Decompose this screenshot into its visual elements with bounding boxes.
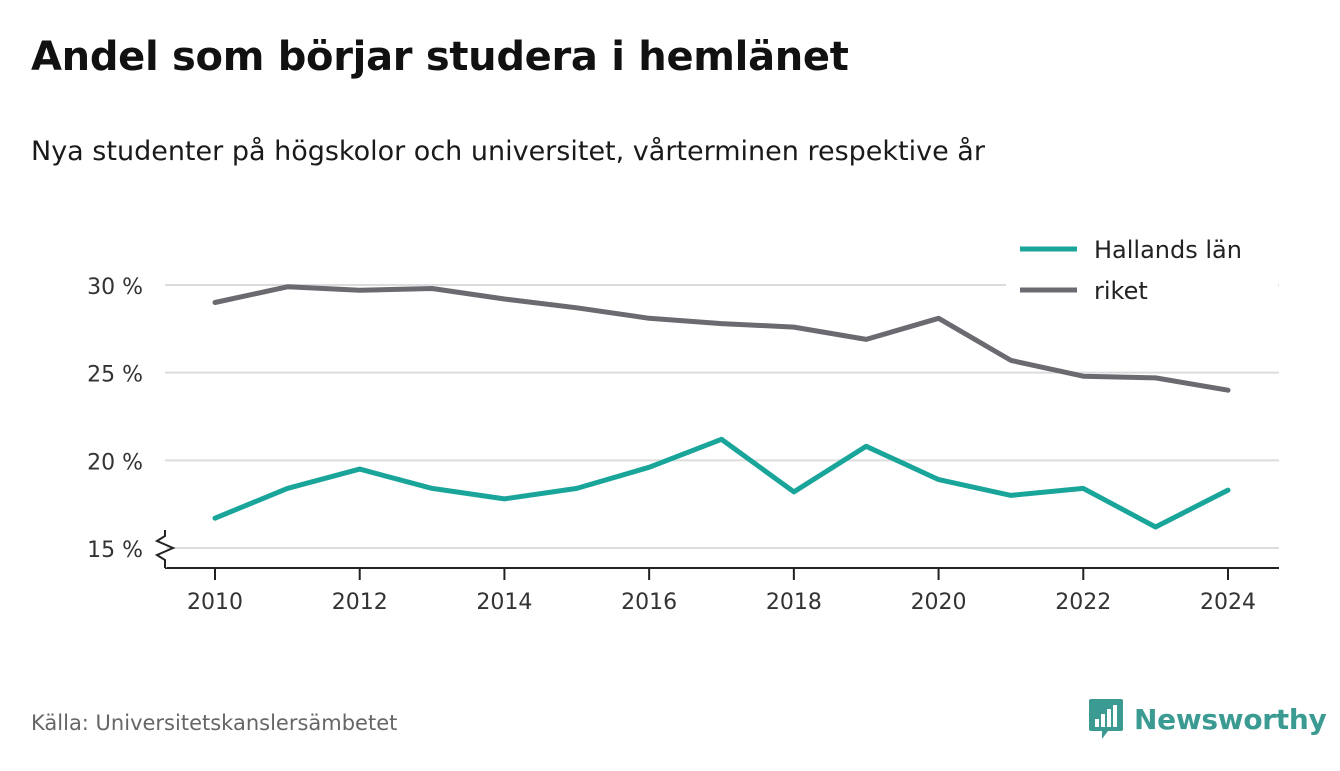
line-chart: 15 % 20 % 25 % 30 % 2010 2012 2014 2016 2018 202…: [87, 228, 1279, 615]
chart-title: Andel som börjar studera i hemlänet: [31, 34, 849, 80]
chart-subtitle: Nya studenter på högskolor och universit…: [31, 136, 985, 167]
x-axis-ticks: 2010 2012 2014 2016 2018 2020 2022 2024: [187, 568, 1256, 615]
x-tick-label: 2014: [476, 590, 532, 615]
x-tick-label: 2018: [766, 590, 822, 615]
source-note: Källa: Universitetskanslersämbetet: [31, 711, 398, 735]
brand-name: Newsworthy: [1134, 702, 1327, 736]
legend-label: Hallands län: [1094, 236, 1242, 264]
axis-break-icon: [154, 530, 176, 568]
legend-label: riket: [1094, 277, 1148, 305]
y-tick-label: 25 %: [87, 363, 143, 388]
x-tick-label: 2022: [1055, 590, 1111, 615]
y-tick-label: 15 %: [87, 538, 143, 563]
series-line-hallands-lan: [212, 436, 1231, 530]
brand-logo: Newsworthy: [1088, 697, 1327, 741]
legend-background: [1006, 228, 1278, 320]
x-tick-label: 2016: [621, 590, 677, 615]
x-tick-label: 2024: [1200, 590, 1256, 615]
x-tick-label: 2020: [911, 590, 967, 615]
y-tick-label: 30 %: [87, 275, 143, 300]
y-axis-ticks: 15 % 20 % 25 % 30 %: [87, 275, 143, 563]
x-tick-label: 2010: [187, 590, 243, 615]
y-tick-label: 20 %: [87, 450, 143, 475]
series-lines: [212, 284, 1231, 530]
x-tick-label: 2012: [332, 590, 388, 615]
series-line-riket: [212, 284, 1231, 393]
bar-chart-speech-bubble-icon: [1089, 699, 1123, 739]
legend: Hallands län riket: [1006, 228, 1278, 320]
